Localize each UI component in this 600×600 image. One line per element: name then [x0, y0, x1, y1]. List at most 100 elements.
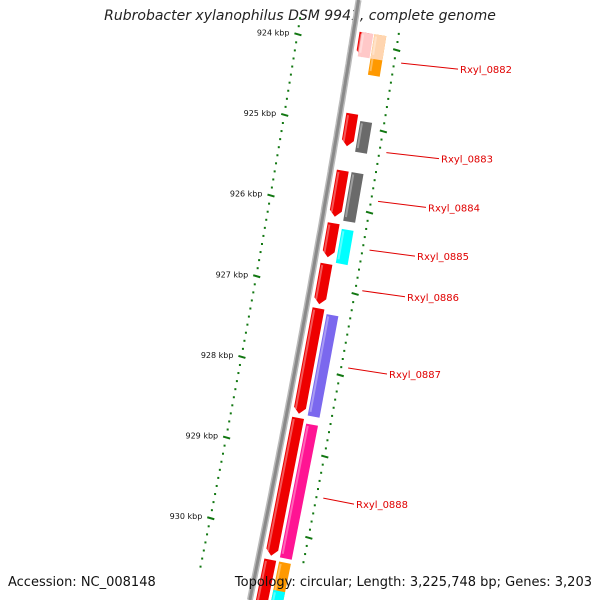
track-minor-tick [388, 89, 391, 92]
ruler-minor-tick [291, 65, 294, 68]
gene-label: Rxyl_0884 [428, 203, 480, 214]
track-minor-tick [320, 471, 323, 474]
ruler-minor-tick [268, 202, 271, 205]
ruler-minor-tick [231, 404, 234, 407]
feature-Rxyl_0887 [294, 307, 325, 414]
track-minor-tick [341, 357, 344, 360]
ruler-minor-tick [214, 493, 217, 496]
feature-highlight [372, 36, 378, 55]
ruler-minor-tick [232, 396, 235, 399]
feature-highlight [359, 34, 365, 53]
feature-highlight [357, 33, 363, 53]
ruler-minor-tick [266, 210, 269, 213]
gene-leader-line [401, 62, 459, 70]
track-major-tick [305, 535, 313, 540]
track-minor-tick [366, 219, 369, 222]
ruler-minor-tick [289, 73, 292, 76]
track-minor-tick [337, 382, 340, 385]
track-minor-tick [316, 488, 319, 491]
track-minor-tick [369, 203, 372, 206]
ruler-minor-tick [235, 380, 238, 383]
track-minor-tick [312, 512, 315, 515]
ruler-minor-tick [228, 420, 231, 423]
ruler-minor-tick [258, 259, 261, 262]
gene-leader-line [323, 497, 355, 505]
track-minor-tick [373, 179, 376, 182]
gene-label: Rxyl_0885 [417, 252, 469, 263]
ruler-label: 928 kbp [201, 351, 234, 360]
track-major-tick [365, 210, 374, 215]
ruler-minor-tick [299, 17, 302, 20]
feature-highlight [272, 592, 276, 600]
accession-text: Accession: NC_008148 [8, 575, 156, 590]
feature-next-cog [271, 561, 291, 600]
ruler-label: 926 kbp [230, 190, 263, 199]
track-major-tick [336, 373, 345, 378]
gene-label: Rxyl_0888 [356, 500, 408, 511]
ruler-label: 924 kbp [257, 28, 290, 37]
ruler-minor-tick [226, 428, 229, 431]
feature-Rxyl_0885 [322, 222, 340, 258]
ruler-minor-tick [288, 81, 291, 84]
ruler-minor-tick [265, 218, 268, 221]
ruler-minor-tick [252, 291, 255, 294]
ruler-label: 929 kbp [186, 432, 219, 441]
ruler-major-tick [222, 435, 231, 440]
ruler-minor-tick [221, 452, 224, 455]
track-minor-tick [376, 162, 379, 165]
gene-leader-line [348, 367, 388, 375]
track-minor-tick [391, 73, 394, 76]
ruler-minor-tick [247, 315, 250, 318]
ruler-label: 930 kbp [170, 512, 203, 521]
track-minor-tick [379, 146, 382, 149]
track-minor-tick [318, 479, 321, 482]
track-major-tick [379, 129, 388, 134]
feature-highlight [323, 224, 331, 253]
track-minor-tick [349, 317, 352, 320]
feature-track [255, 31, 387, 600]
track-minor-tick [329, 423, 332, 426]
ruler-minor-tick [218, 468, 221, 471]
feature-next-cds [255, 558, 277, 600]
gene-leader-line [377, 200, 427, 208]
track-minor-tick [397, 32, 400, 35]
track-minor-tick [389, 81, 392, 84]
track-minor-tick [350, 309, 353, 312]
ruler-label: 925 kbp [244, 109, 277, 118]
map-title: Rubrobacter xylanophilus DSM 9941, compl… [104, 8, 496, 24]
ruler-minor-tick [253, 283, 256, 286]
ruler-minor-tick [223, 444, 226, 447]
ruler-minor-tick [229, 412, 232, 415]
ruler-minor-tick [263, 226, 266, 229]
track-minor-tick [370, 195, 373, 198]
track-minor-tick [335, 390, 338, 393]
ruler-minor-tick [238, 363, 241, 366]
backbone-shadow [246, 0, 362, 600]
gene-leader-line [386, 152, 440, 160]
ruler-minor-tick [273, 170, 276, 173]
ruler-minor-tick [272, 178, 275, 181]
ruler-minor-tick [280, 130, 283, 133]
feature-Rxyl_0884 [329, 169, 349, 217]
feature-highlight [356, 123, 363, 149]
feature-highlight [272, 563, 282, 600]
track-minor-tick [334, 398, 337, 401]
ruler-minor-tick [237, 372, 240, 375]
backbone-line [248, 0, 361, 600]
track-minor-tick [332, 406, 335, 409]
feature-Rxyl_0887-cog [307, 314, 339, 418]
track-minor-tick [304, 553, 307, 556]
ruler-minor-tick [234, 388, 237, 391]
feature-highlight [337, 231, 345, 260]
track-minor-tick [380, 138, 383, 141]
track-major-tick [392, 48, 401, 53]
feature-highlight [315, 264, 324, 300]
ruler-minor-tick [297, 25, 300, 28]
track-minor-tick [347, 325, 350, 328]
ruler-minor-tick [199, 565, 202, 568]
feature-highlight [330, 171, 340, 213]
ruler-minor-tick [250, 299, 253, 302]
track-minor-tick [356, 276, 359, 279]
ruler-minor-tick [207, 525, 210, 528]
ruler: 924 kbp 925 kbp 926 kbp 927 kbp 928 kbp 929 k… [170, 17, 401, 568]
